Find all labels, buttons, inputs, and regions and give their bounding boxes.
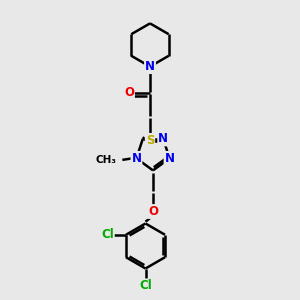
Text: N: N: [158, 132, 168, 146]
Text: O: O: [124, 86, 134, 100]
Text: N: N: [164, 152, 175, 165]
Text: O: O: [148, 205, 158, 218]
Text: S: S: [146, 134, 154, 147]
Text: CH₃: CH₃: [96, 155, 117, 165]
Text: Cl: Cl: [139, 279, 152, 292]
Text: Cl: Cl: [101, 228, 114, 241]
Text: N: N: [131, 152, 142, 165]
Text: N: N: [145, 60, 155, 73]
